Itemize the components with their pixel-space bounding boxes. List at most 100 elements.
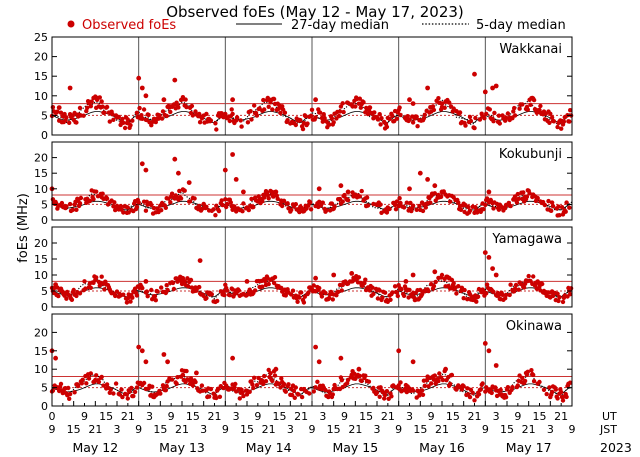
observed-point <box>184 104 189 110</box>
observed-point <box>80 377 85 382</box>
observed-point <box>266 367 271 373</box>
observed-point <box>236 288 242 293</box>
observed-point <box>223 111 228 117</box>
observed-point <box>541 387 547 392</box>
observed-point <box>340 101 345 106</box>
observed-point <box>329 116 335 121</box>
observed-peak-point <box>482 341 488 346</box>
observed-point <box>372 110 377 115</box>
observed-point <box>422 383 427 388</box>
observed-point <box>266 281 271 287</box>
observed-peak-point <box>472 71 477 77</box>
observed-peak-point <box>338 183 344 189</box>
observed-point <box>175 375 180 380</box>
observed-point <box>559 205 565 210</box>
observed-point <box>317 110 323 115</box>
observed-point <box>286 382 291 387</box>
y-tick-label: 15 <box>34 253 48 266</box>
observed-point <box>516 287 521 292</box>
observed-point <box>340 199 345 204</box>
observed-point <box>180 372 186 378</box>
ut-label: UT <box>602 410 617 423</box>
x-tick-label-ut: 3 <box>146 410 153 423</box>
observed-point <box>321 112 326 117</box>
observed-point <box>134 293 140 298</box>
observed-point <box>406 295 411 300</box>
observed-point <box>466 204 471 210</box>
observed-point <box>112 200 117 205</box>
observed-point <box>127 389 132 394</box>
observed-point <box>489 390 494 396</box>
observed-point <box>484 196 490 201</box>
observed-point <box>405 114 410 119</box>
observed-point <box>505 111 511 116</box>
observed-point <box>363 277 368 282</box>
observed-point <box>66 385 71 391</box>
observed-point <box>94 275 99 280</box>
observed-peak-point <box>143 279 149 284</box>
observed-point <box>254 113 260 118</box>
observed-point <box>118 204 123 209</box>
observed-point <box>178 196 184 201</box>
observed-point <box>111 117 116 123</box>
observed-point <box>285 201 290 206</box>
observed-peak-point <box>172 77 178 83</box>
observed-points <box>49 152 572 218</box>
observed-point <box>214 203 219 208</box>
observed-point <box>503 296 508 301</box>
observed-point <box>439 272 445 278</box>
observed-peak-point <box>425 177 430 182</box>
observed-point <box>384 124 390 130</box>
observed-point <box>549 208 554 213</box>
observed-point <box>82 279 87 284</box>
x-tick-label-jst: 21 <box>262 423 276 436</box>
y-tick-label: 0 <box>41 214 48 227</box>
observed-point <box>531 379 537 384</box>
observed-point <box>229 107 234 112</box>
observed-point <box>363 373 368 378</box>
observed-point <box>289 292 294 297</box>
observed-peak-point <box>356 366 362 372</box>
observed-point <box>58 381 64 387</box>
y-tick-label: 0 <box>41 301 48 314</box>
observed-point <box>67 120 72 126</box>
day-label: May 16 <box>419 440 465 455</box>
observed-point <box>384 389 390 394</box>
observed-point <box>375 296 381 301</box>
y-tick-label: 20 <box>34 152 48 165</box>
observed-point <box>227 118 232 124</box>
observed-point <box>190 113 195 118</box>
observed-point <box>158 391 163 396</box>
observed-point <box>224 201 230 207</box>
observed-point <box>139 113 144 118</box>
observed-point <box>483 202 488 208</box>
observed-point <box>404 200 409 205</box>
observed-point <box>121 210 126 215</box>
observed-point <box>77 291 83 296</box>
observed-point <box>299 394 305 400</box>
observed-peak-point <box>349 271 355 276</box>
observed-point <box>476 392 482 397</box>
observed-point <box>216 208 222 214</box>
observed-point <box>326 394 331 400</box>
observed-point <box>401 293 407 298</box>
observed-point <box>491 206 496 211</box>
observed-point <box>276 381 281 386</box>
observed-point <box>380 295 385 300</box>
observed-point <box>116 114 122 120</box>
observed-point <box>283 389 288 394</box>
observed-point <box>535 195 540 201</box>
observed-point <box>306 203 311 208</box>
observed-point <box>407 287 412 293</box>
observed-point <box>124 300 130 305</box>
observed-point <box>125 205 130 210</box>
observed-point <box>364 195 370 200</box>
observed-point <box>182 188 187 193</box>
observed-peak-point <box>143 359 149 365</box>
observed-point <box>337 109 343 114</box>
x-tick-label-ut: 21 <box>121 410 135 423</box>
observed-point <box>250 382 255 387</box>
observed-point <box>511 109 516 114</box>
x-tick-label-ut: 9 <box>428 410 435 423</box>
observed-point <box>549 389 555 395</box>
